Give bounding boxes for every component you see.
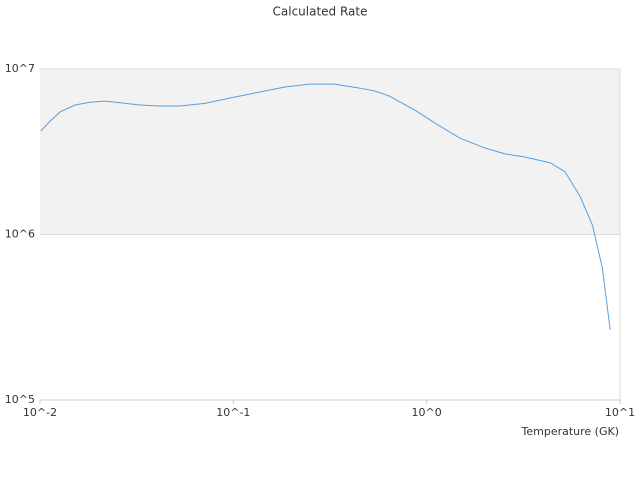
data-line bbox=[40, 83, 611, 331]
grid-band bbox=[40, 69, 620, 235]
y-tick-label: 10^5 bbox=[5, 393, 35, 406]
y-tick-label: 10^7 bbox=[5, 62, 35, 75]
y-tick-label: 10^6 bbox=[5, 228, 35, 241]
chart-title: Calculated Rate bbox=[273, 5, 368, 19]
x-tick-label: 10^-2 bbox=[23, 406, 57, 419]
x-tick-label: 10^0 bbox=[412, 406, 442, 419]
x-axis-label: Temperature (GK) bbox=[521, 425, 620, 438]
x-tick-label: 10^-1 bbox=[216, 406, 250, 419]
x-tick-label: 10^1 bbox=[605, 406, 635, 419]
